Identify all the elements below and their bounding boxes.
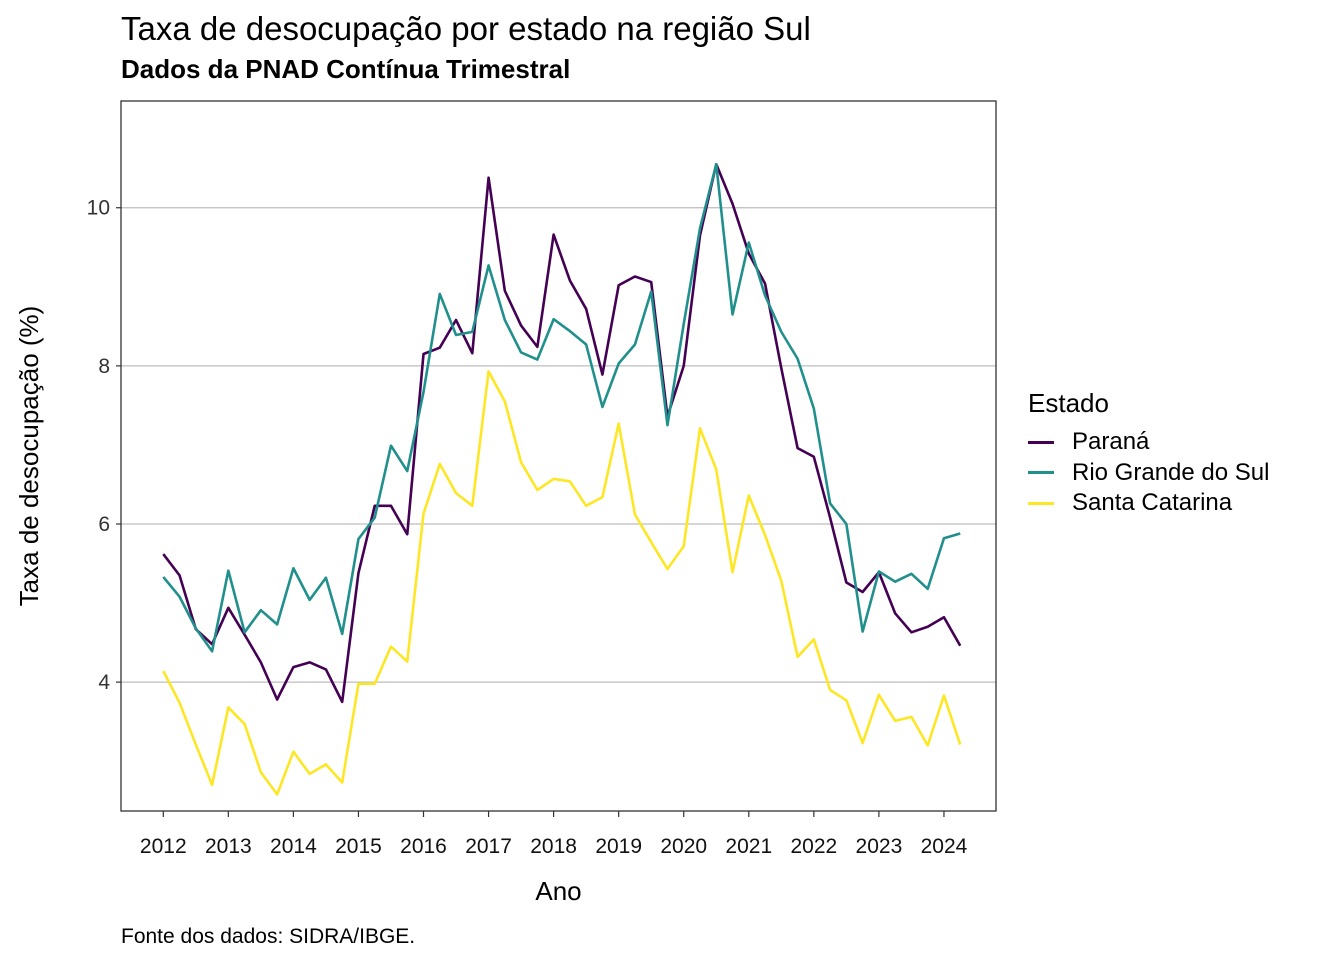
legend-key-swatch	[1028, 471, 1054, 475]
x-tick-label: 2017	[465, 835, 512, 858]
y-tick-label: 8	[98, 355, 110, 378]
legend-item-santa-catarina: Santa Catarina	[1028, 488, 1269, 519]
legend-label: Rio Grande do Sul	[1072, 458, 1270, 486]
series-line-parana	[162, 162, 962, 704]
legend-label: Paraná	[1072, 428, 1150, 456]
legend-item-rio-grande-do-sul: Rio Grande do Sul	[1028, 458, 1269, 489]
x-tick-label: 2014	[270, 835, 317, 858]
chart-subtitle: Dados da PNAD Contínua Trimestral	[121, 54, 571, 84]
source-caption: Fonte dos dados: SIDRA/IBGE.	[121, 925, 416, 948]
gridlines	[121, 207, 996, 683]
x-tick-label: 2015	[335, 835, 382, 858]
legend-item-parana: Paraná	[1028, 427, 1269, 458]
legend-items: Paraná Rio Grande do Sul Santa Catarina	[1028, 427, 1269, 519]
x-tick-label: 2016	[400, 835, 447, 858]
y-axis: 4 6 8 10	[87, 197, 121, 694]
x-tick-label: 2021	[725, 835, 772, 858]
y-tick-label: 6	[98, 513, 110, 536]
x-tick-label: 2024	[921, 835, 968, 858]
x-tick-label: 2022	[790, 835, 837, 858]
y-tick-label: 10	[87, 197, 110, 220]
series-line-santa-catarina	[162, 370, 962, 796]
y-axis-title: Taxa de desocupação (%)	[14, 306, 44, 607]
x-tick-label: 2019	[595, 835, 642, 858]
x-tick-label: 2020	[660, 835, 707, 858]
series-lines	[162, 162, 962, 796]
panel-border	[120, 100, 997, 812]
x-tick-label: 2013	[205, 835, 252, 858]
x-axis: 2012 2013 2014 2015 2016 2017 2018 2019 2020 2021…	[140, 811, 968, 858]
x-tick-label: 2018	[530, 835, 577, 858]
legend-key-swatch	[1028, 501, 1054, 505]
legend-title: Estado	[1028, 388, 1109, 418]
legend-key-swatch	[1028, 440, 1054, 444]
x-axis-title: Ano	[535, 876, 581, 906]
series-line-rio-grande-do-sul	[162, 162, 961, 653]
chart-title: Taxa de desocupação por estado na região…	[121, 10, 811, 47]
y-tick-label: 4	[98, 671, 110, 694]
x-tick-label: 2023	[856, 835, 903, 858]
legend-label: Santa Catarina	[1072, 489, 1233, 517]
x-tick-label: 2012	[140, 835, 187, 858]
legend: Estado Paraná Rio Grande do Sul Santa Cata…	[1028, 388, 1269, 519]
